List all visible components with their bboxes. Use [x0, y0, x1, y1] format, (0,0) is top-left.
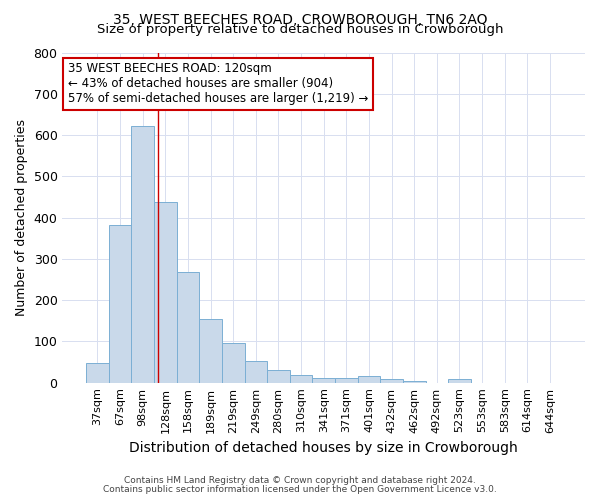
- Bar: [86, 363, 109, 382]
- Bar: [109, 224, 131, 382]
- Bar: [313, 378, 335, 382]
- X-axis label: Distribution of detached houses by size in Crowborough: Distribution of detached houses by size …: [130, 441, 518, 455]
- Y-axis label: Number of detached properties: Number of detached properties: [15, 119, 28, 316]
- Bar: [154, 202, 176, 382]
- Bar: [199, 318, 222, 382]
- Text: Contains HM Land Registry data © Crown copyright and database right 2024.: Contains HM Land Registry data © Crown c…: [124, 476, 476, 485]
- Bar: [131, 126, 154, 382]
- Bar: [245, 361, 267, 382]
- Bar: [380, 380, 403, 382]
- Bar: [290, 376, 313, 382]
- Bar: [267, 370, 290, 382]
- Bar: [358, 376, 380, 382]
- Bar: [448, 380, 471, 382]
- Text: Contains public sector information licensed under the Open Government Licence v3: Contains public sector information licen…: [103, 485, 497, 494]
- Bar: [222, 342, 245, 382]
- Text: 35 WEST BEECHES ROAD: 120sqm
← 43% of detached houses are smaller (904)
57% of s: 35 WEST BEECHES ROAD: 120sqm ← 43% of de…: [68, 62, 368, 106]
- Bar: [335, 378, 358, 382]
- Text: 35, WEST BEECHES ROAD, CROWBOROUGH, TN6 2AQ: 35, WEST BEECHES ROAD, CROWBOROUGH, TN6 …: [113, 12, 487, 26]
- Text: Size of property relative to detached houses in Crowborough: Size of property relative to detached ho…: [97, 22, 503, 36]
- Bar: [176, 272, 199, 382]
